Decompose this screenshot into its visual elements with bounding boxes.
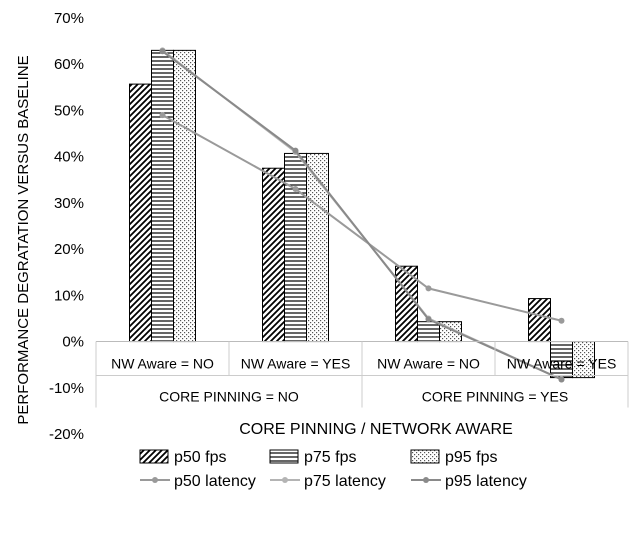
y-axis-label: PERFORMANCE DEGRATATION VERSUS BASELINE xyxy=(15,55,32,424)
y-tick-label: 40% xyxy=(54,149,84,166)
legend-label-p95-latency: p95 latency xyxy=(445,473,527,490)
point-p50-latency-0 xyxy=(159,112,166,119)
legend-label-p50-latency: p50 latency xyxy=(174,473,256,490)
legend-marker-p75-latency xyxy=(282,477,288,483)
point-p95-latency-0 xyxy=(159,48,166,55)
point-p50-latency-3 xyxy=(558,317,565,324)
category-label: NW Aware = NO xyxy=(377,356,480,372)
y-tick-label: 70% xyxy=(54,10,84,27)
line-p95-latency xyxy=(161,50,562,381)
y-tick-label: 10% xyxy=(54,287,84,304)
point-p95-latency-3 xyxy=(558,376,565,383)
category-label: NW Aware = NO xyxy=(111,356,214,372)
legend-label-p75-latency: p75 latency xyxy=(304,473,386,490)
category-label: NW Aware = YES xyxy=(241,356,351,372)
bar-p75-fps-1 xyxy=(284,152,307,343)
x-axis-label: CORE PINNING / NETWORK AWARE xyxy=(239,421,513,438)
y-tick-label: 0% xyxy=(62,334,84,351)
legend: p50 fps p75 fps p95 fps p50 latency p75 late… xyxy=(139,449,527,490)
legend-swatch-p50-fps xyxy=(139,449,169,464)
bar-p95-fps-0 xyxy=(173,49,196,343)
bar-p75-fps-2 xyxy=(417,321,440,343)
legend-swatch-p95-fps xyxy=(410,449,440,464)
bar-p95-fps-1 xyxy=(306,152,329,343)
legend-label-p50-fps: p50 fps xyxy=(174,449,226,466)
y-tick-label: 30% xyxy=(54,195,84,212)
bar-p75-fps-0 xyxy=(151,49,174,343)
point-p95-latency-1 xyxy=(292,147,299,154)
line-p50-latency xyxy=(162,114,562,322)
legend-marker-p95-latency xyxy=(423,477,429,483)
legend-label-p75-fps: p75 fps xyxy=(304,449,356,466)
legend-marker-p50-latency xyxy=(152,477,158,483)
legend-label-p95-fps: p95 fps xyxy=(445,449,497,466)
bar-p50-fps-0 xyxy=(129,83,152,343)
point-p50-latency-1 xyxy=(292,186,299,193)
y-tick-labels: -20% -10% 0% 10% 20% 30% 40% 50% 60% 70% xyxy=(49,10,84,443)
legend-swatch-p75-fps xyxy=(269,449,299,464)
group-label: CORE PINNING = NO xyxy=(159,389,299,405)
latency-lines xyxy=(159,47,565,383)
group-label: CORE PINNING = YES xyxy=(422,389,568,405)
y-tick-label: 50% xyxy=(54,102,84,119)
line-p75-latency xyxy=(161,49,562,381)
bars xyxy=(129,49,595,379)
y-tick-label: 60% xyxy=(54,56,84,73)
category-axis: NW Aware = NO NW Aware = YES NW Aware = NO… xyxy=(95,341,629,408)
y-tick-label: -10% xyxy=(49,380,84,397)
y-tick-label: 20% xyxy=(54,241,84,258)
bar-p50-fps-3 xyxy=(528,298,551,343)
point-p50-latency-2 xyxy=(425,285,432,292)
point-p95-latency-2 xyxy=(425,316,432,323)
y-tick-label: -20% xyxy=(49,426,84,443)
category-label: NW Aware = YES xyxy=(507,356,617,372)
bar-p50-fps-1 xyxy=(262,167,285,343)
